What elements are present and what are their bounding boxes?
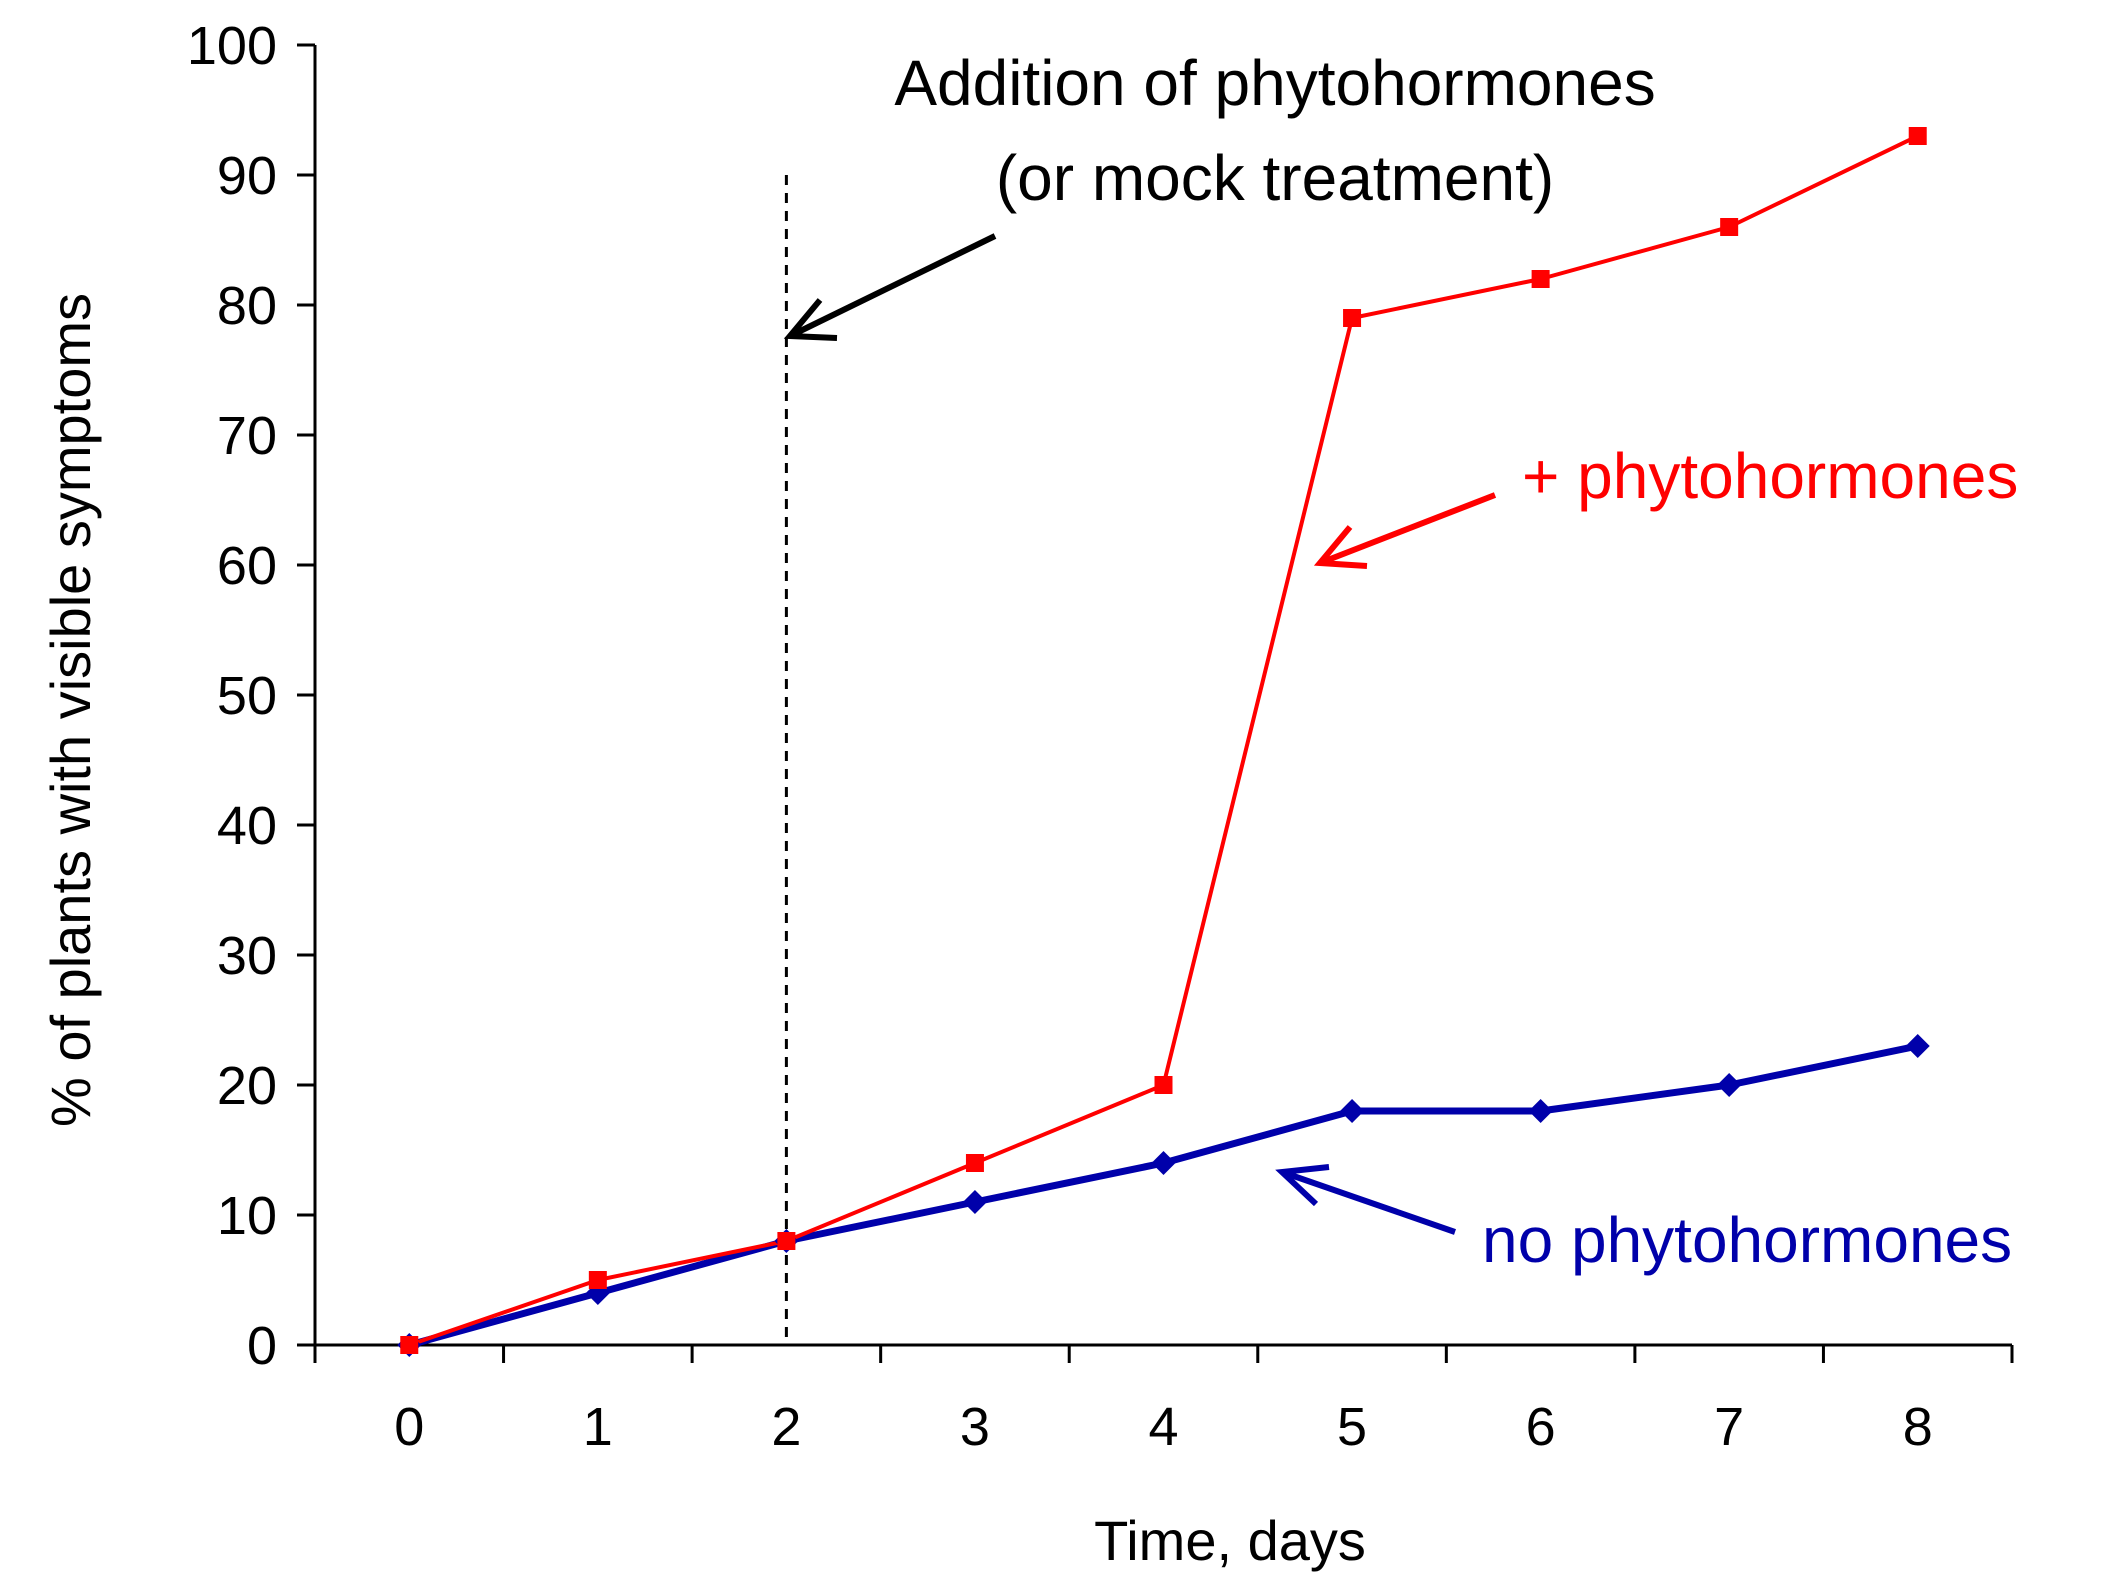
y-tick-label: 30 — [217, 926, 277, 986]
series-point — [400, 1336, 419, 1354]
series-point — [588, 1271, 607, 1289]
x-axis: 0 1 2 3 4 5 6 7 8 — [313, 1343, 2014, 1457]
treatment-annotation-line1: Addition of phytohormones — [894, 47, 1655, 119]
treatment-arrow-head — [783, 298, 838, 341]
x-tick-label: 1 — [583, 1397, 613, 1457]
y-tick-label: 10 — [217, 1186, 277, 1246]
treatment-arrow — [788, 233, 997, 339]
series-point — [1720, 218, 1739, 236]
series-point — [777, 1232, 796, 1250]
treated-arrow — [1318, 492, 1497, 566]
y-axis-title: % of plants with visible symptoms — [39, 293, 102, 1127]
series-point — [1531, 270, 1550, 288]
series-point — [1154, 1076, 1173, 1094]
y-tick-label: 80 — [217, 276, 277, 336]
treated-arrow-head — [1313, 525, 1368, 569]
y-tick-label: 100 — [187, 16, 277, 76]
series-markers — [397, 127, 1930, 1357]
treatment-annotation-line2: (or mock treatment) — [996, 142, 1554, 214]
series-point — [1905, 1034, 1930, 1058]
y-tick-label: 90 — [217, 146, 277, 206]
y-tick-label: 70 — [217, 406, 277, 466]
treated-series-label: + phytohormones — [1522, 440, 2018, 512]
x-tick-label: 8 — [1903, 1397, 1933, 1457]
series-point — [1528, 1099, 1553, 1123]
y-tick-label: 20 — [217, 1056, 277, 1116]
series-point — [1340, 1099, 1365, 1123]
x-tick-label: 6 — [1526, 1397, 1556, 1457]
x-tick-label: 4 — [1148, 1397, 1178, 1457]
y-axis: 0 10 20 30 40 50 60 70 80 90 100 — [187, 16, 317, 1376]
untreated-series-label: no phytohormones — [1482, 1204, 2012, 1276]
untreated-arrow-head — [1275, 1164, 1330, 1207]
y-tick-label: 60 — [217, 536, 277, 596]
series-point — [965, 1154, 984, 1172]
series-point — [1908, 127, 1927, 145]
x-tick-label: 5 — [1337, 1397, 1367, 1457]
y-tick-label: 40 — [217, 796, 277, 856]
x-tick-label: 7 — [1714, 1397, 1744, 1457]
x-axis-title: Time, days — [1094, 1509, 1366, 1572]
y-tick-label: 50 — [217, 666, 277, 726]
untreated-arrow — [1281, 1169, 1456, 1235]
series-point — [1343, 309, 1362, 327]
series-point — [962, 1190, 987, 1214]
x-tick-label: 3 — [960, 1397, 990, 1457]
x-tick-label: 0 — [394, 1397, 424, 1457]
series-point — [1717, 1073, 1742, 1097]
x-tick-label: 2 — [771, 1397, 801, 1457]
series-point — [1151, 1151, 1176, 1175]
y-tick-label: 0 — [247, 1316, 277, 1376]
